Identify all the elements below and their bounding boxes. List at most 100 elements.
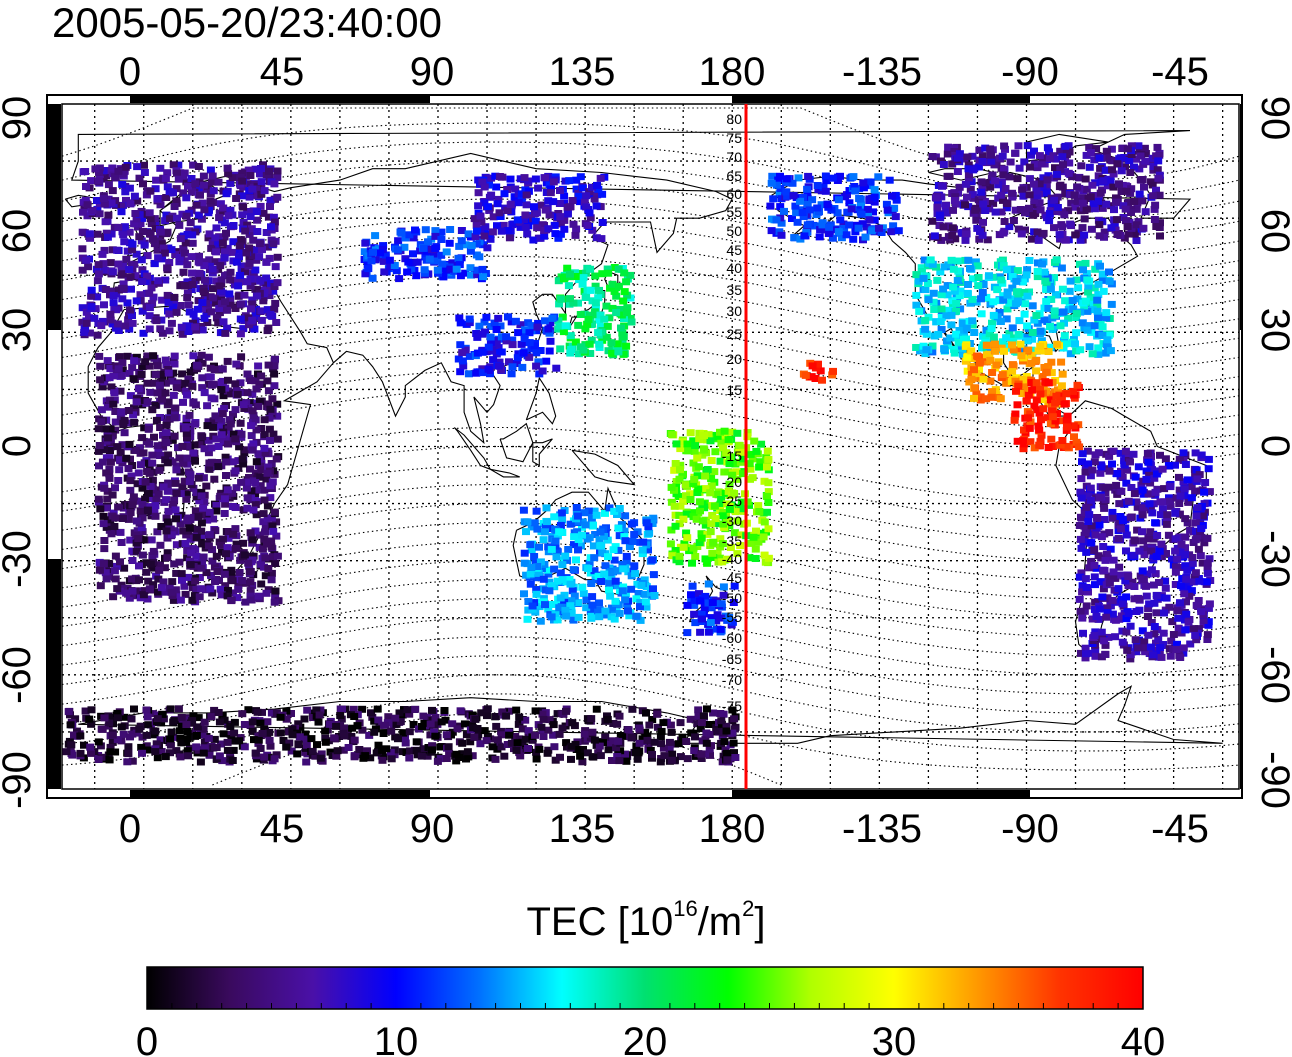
magnetic-latitude-contour <box>61 179 1240 257</box>
tec-pixel <box>211 578 219 585</box>
tec-pixel <box>137 256 146 264</box>
tec-pixel <box>1195 471 1204 479</box>
tec-pixel <box>219 437 228 445</box>
tec-pixel <box>1025 257 1034 264</box>
tec-pixel <box>731 508 740 516</box>
tec-pixel <box>739 470 748 478</box>
tec-pixel <box>247 596 256 604</box>
tec-pixel <box>188 269 197 277</box>
tec-pixel <box>1003 305 1012 313</box>
tec-pixel <box>595 286 603 294</box>
tec-pixel <box>151 401 160 409</box>
tec-pixel <box>1181 551 1190 558</box>
tec-pixel <box>618 337 627 345</box>
tec-pixel <box>198 433 207 441</box>
tec-pixel <box>566 349 575 357</box>
tec-pixel <box>595 536 604 544</box>
tec-pixel <box>756 529 765 537</box>
tec-pixel <box>713 550 722 558</box>
tec-pixel <box>1130 595 1139 603</box>
tec-pixel <box>517 340 526 348</box>
tec-pixel <box>168 436 177 444</box>
tec-pixel <box>265 414 274 422</box>
tec-pixel <box>154 588 162 596</box>
tec-pixel <box>236 300 245 308</box>
tec-pixel <box>203 516 212 524</box>
tec-pixel <box>690 447 699 455</box>
tec-pixel <box>142 191 151 199</box>
tec-pixel <box>1197 533 1206 541</box>
tec-pixel <box>792 209 801 217</box>
tec-pixel <box>175 454 184 462</box>
magnetic-latitude-contour <box>61 350 1240 429</box>
tec-pixel <box>1016 206 1025 213</box>
tec-pixel <box>841 193 850 201</box>
tec-pixel <box>591 299 600 307</box>
magnetic-latitude-contour <box>61 293 1240 371</box>
tec-pixel <box>617 521 626 529</box>
tec-pixel <box>1005 223 1014 231</box>
tec-pixel <box>700 446 709 454</box>
tec-pixel <box>1014 225 1023 233</box>
tec-pixel <box>1030 201 1039 208</box>
tec-pixel <box>265 292 274 300</box>
tec-pixel <box>967 375 976 383</box>
tec-pixel <box>150 215 159 223</box>
tec-pixel <box>1005 299 1014 307</box>
tec-pixel <box>204 542 213 550</box>
tec-pixel <box>1130 198 1139 205</box>
tec-pixel <box>760 551 769 559</box>
tec-pixel <box>1102 147 1111 155</box>
tec-pixel <box>977 310 986 318</box>
tec-pixel <box>1037 431 1046 439</box>
tec-pixel <box>216 200 225 208</box>
tec-pixel <box>264 213 273 221</box>
tec-pixel <box>522 528 530 536</box>
tec-pixel <box>156 541 165 549</box>
tec-pixel <box>1102 613 1111 621</box>
tec-pixel <box>671 460 680 467</box>
tec-pixel <box>197 351 206 359</box>
tec-pixel <box>212 224 221 232</box>
tec-pixel <box>1111 574 1120 582</box>
tec-pixel <box>857 202 866 210</box>
tec-pixel <box>1168 555 1176 563</box>
tec-pixel <box>1084 588 1092 596</box>
tec-pixel <box>82 319 91 327</box>
tec-pixel <box>554 317 563 325</box>
tec-pixel <box>252 292 261 300</box>
tec-pixel <box>473 266 482 274</box>
tec-pixel <box>565 177 574 185</box>
tec-pixel <box>137 237 146 245</box>
tec-pixel <box>266 203 274 210</box>
tec-pixel <box>212 435 221 443</box>
tec-pixel <box>245 259 254 267</box>
tec-pixel <box>1000 142 1009 150</box>
tec-pixel <box>210 563 219 571</box>
tec-pixel <box>825 223 834 231</box>
tec-pixel <box>189 484 198 492</box>
tec-pixel <box>938 182 946 190</box>
tec-pixel <box>184 375 193 383</box>
tec-pixel <box>1192 512 1201 520</box>
tec-pixel <box>597 235 606 243</box>
tec-pixel <box>645 529 654 537</box>
tec-pixel <box>847 205 856 213</box>
tec-pixel <box>183 517 192 525</box>
tec-pixel <box>546 337 555 345</box>
tec-pixel <box>1064 306 1073 314</box>
tec-pixel <box>267 576 276 584</box>
tec-pixel <box>204 436 213 444</box>
tec-pixel <box>940 345 949 353</box>
tec-pixel <box>544 225 553 233</box>
tec-pixel <box>1055 183 1064 191</box>
tec-pixel <box>255 397 264 405</box>
tec-pixel <box>574 599 583 606</box>
tec-pixel <box>1026 438 1035 446</box>
tec-pixel <box>105 474 114 482</box>
tec-pixel <box>102 469 111 477</box>
tec-pixel <box>584 315 593 323</box>
tec-pixel <box>541 528 549 536</box>
tec-pixel <box>263 502 272 510</box>
tec-pixel <box>145 362 154 370</box>
